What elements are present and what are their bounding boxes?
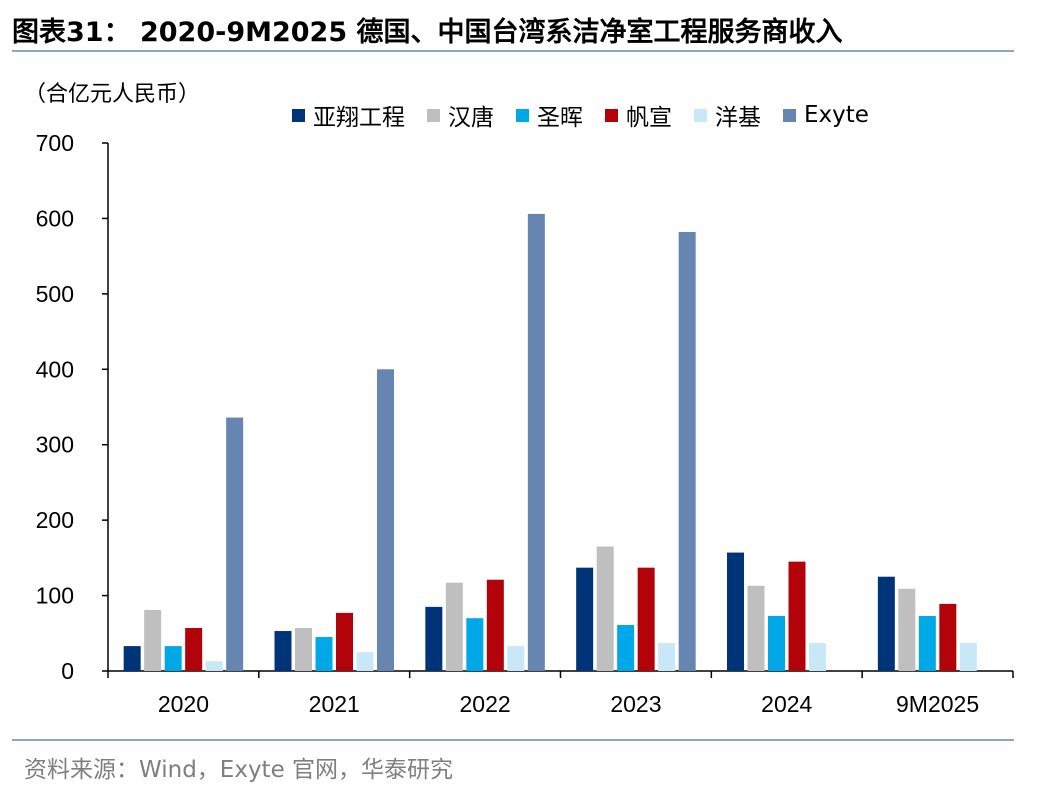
bar [356, 652, 374, 671]
legend-item: Exyte [783, 98, 869, 132]
legend-label: Exyte [804, 102, 869, 128]
bar [788, 561, 806, 671]
bar [576, 567, 594, 671]
bar [596, 546, 614, 671]
y-tick-label: 300 [36, 432, 74, 458]
legend-item: 汉唐 [427, 98, 494, 132]
legend-item: 洋基 [694, 98, 761, 132]
source-divider [12, 739, 1014, 741]
bar [809, 643, 826, 671]
bar [336, 612, 353, 671]
bar [164, 646, 182, 671]
bar [527, 213, 545, 671]
bar [144, 609, 162, 671]
bar [466, 618, 484, 671]
y-tick-label: 200 [36, 507, 74, 533]
legend-item: 亚翔工程 [292, 98, 405, 132]
bar [226, 417, 244, 671]
bar [295, 628, 312, 671]
legend-label: 汉唐 [448, 105, 494, 131]
bar [315, 637, 333, 671]
bar [939, 603, 957, 671]
legend-swatch [694, 108, 707, 122]
y-tick-label: 500 [36, 281, 74, 307]
bar [205, 661, 223, 671]
y-tick-label: 400 [36, 356, 74, 382]
x-tick-label: 2021 [309, 691, 360, 717]
legend-item: 帆宣 [605, 98, 672, 132]
chart-title: 图表31： 2020-9M2025 德国、中国台湾系洁净室工程服务商收入 [12, 17, 843, 48]
legend-swatch [783, 108, 796, 122]
bar [486, 579, 504, 671]
title-divider [12, 50, 1014, 52]
bar [678, 232, 696, 671]
x-tick-label: 2023 [610, 691, 661, 717]
bar [658, 643, 676, 671]
legend-label: 圣晖 [537, 105, 583, 131]
bar [617, 624, 635, 671]
y-tick-label: 0 [61, 658, 74, 684]
legend-swatch [605, 108, 618, 122]
bar [274, 631, 292, 671]
bar [727, 552, 744, 671]
bar [877, 576, 895, 671]
bar [507, 646, 525, 671]
legend-label: 帆宣 [626, 105, 672, 131]
legend-label: 亚翔工程 [313, 105, 405, 131]
legend-item: 圣晖 [516, 98, 583, 132]
bar [637, 567, 655, 671]
bar [898, 588, 916, 671]
legend-swatch [427, 108, 440, 122]
y-tick-label: 100 [36, 583, 74, 609]
source-note: 资料来源：Wind，Exyte 官网，华泰研究 [24, 757, 454, 783]
bar [747, 585, 765, 671]
x-tick-label: 2022 [459, 691, 510, 717]
bar [123, 646, 141, 671]
bar [445, 582, 463, 671]
y-tick-label: 700 [36, 130, 74, 156]
bar [425, 606, 443, 671]
chart-legend: 亚翔工程 汉唐 圣晖 帆宣 洋基 Exyte [292, 98, 869, 132]
legend-swatch [516, 108, 529, 122]
legend-label: 洋基 [715, 105, 761, 131]
legend-swatch [292, 108, 305, 122]
bar [918, 615, 936, 671]
x-tick-label: 9M2025 [896, 691, 979, 717]
bar [959, 643, 977, 671]
y-tick-label: 600 [36, 205, 74, 231]
x-tick-label: 2020 [158, 691, 209, 717]
bar [377, 369, 394, 671]
x-tick-label: 2024 [761, 691, 812, 717]
bar [185, 628, 203, 671]
y-axis-unit-label: （合亿元人民币） [24, 82, 201, 107]
bar [768, 615, 785, 671]
